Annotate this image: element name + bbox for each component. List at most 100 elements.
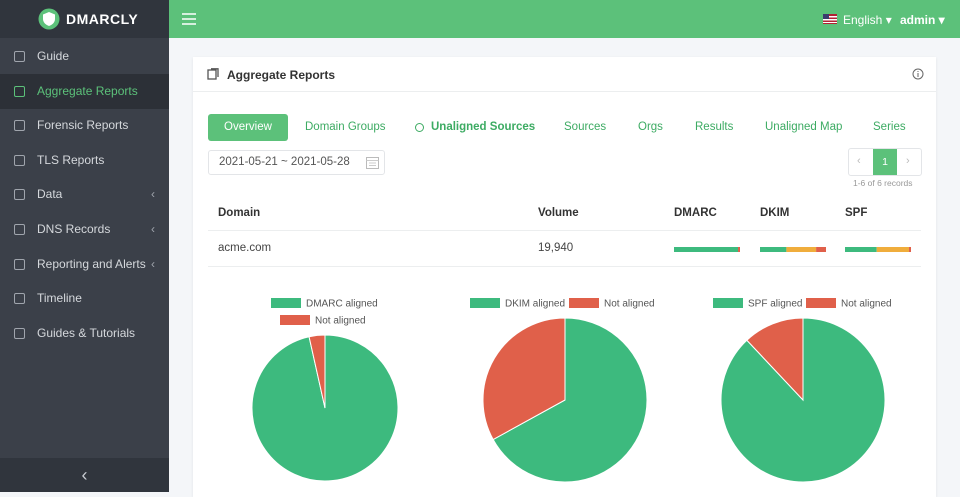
tab[interactable]: Results — [695, 114, 733, 141]
pie-slice — [746, 317, 804, 402]
nav-icon — [14, 258, 25, 270]
collapse-button[interactable]: ‹ — [0, 458, 169, 492]
nav-icon — [14, 85, 25, 97]
domain-cell: acme.com — [218, 242, 272, 254]
nav-item[interactable]: Guide — [0, 39, 169, 74]
tab-label: Results — [695, 121, 734, 133]
divider — [193, 91, 936, 92]
tab[interactable]: Overview — [208, 114, 288, 141]
nav-label: TLS Reports — [37, 152, 105, 167]
legend-swatch — [713, 298, 743, 308]
language-menu[interactable]: English ▾ — [843, 13, 892, 27]
expand-arrow: ‹ — [151, 187, 155, 202]
nav-label: Guides & Tutorials — [37, 325, 136, 340]
card-title: Aggregate Reports — [227, 68, 336, 82]
column-header: DKIM — [760, 207, 790, 219]
tab-label: Series — [873, 121, 906, 133]
card-icon — [207, 68, 219, 80]
legend-swatch — [271, 298, 301, 308]
nav-item[interactable]: Data ‹ — [0, 177, 169, 212]
bar-segment — [845, 247, 877, 252]
legend-label: Not aligned — [604, 299, 655, 310]
legend-swatch — [806, 298, 836, 308]
date-range: 2021-05-21 ~ 2021-05-28 — [219, 156, 350, 168]
tab-label: Unaligned Map — [765, 121, 843, 133]
bar-segment — [786, 247, 817, 252]
row-divider — [208, 230, 921, 231]
tab[interactable]: Unaligned Sources — [415, 114, 535, 141]
bar-segment — [674, 247, 739, 252]
nav-icon — [14, 189, 25, 201]
user-menu[interactable]: admin ▾ — [900, 13, 945, 27]
nav-icon — [14, 51, 25, 62]
tab-label: Orgs — [638, 121, 663, 133]
nav-item[interactable]: DNS Records ‹ — [0, 212, 169, 247]
nav-label: Forensic Reports — [37, 118, 129, 133]
calendar-icon — [366, 157, 379, 169]
bar-segment — [738, 247, 740, 252]
nav-label: Data — [37, 187, 63, 202]
nav-item[interactable]: Aggregate Reports — [0, 73, 169, 109]
expand-arrow: ‹ — [151, 222, 155, 236]
legend-swatch — [470, 298, 500, 308]
info-icon[interactable] — [912, 68, 924, 80]
legend-label: SPF aligned — [748, 299, 802, 310]
nav-label: Timeline — [37, 291, 82, 306]
flag-icon — [823, 14, 837, 24]
pie-slice — [492, 317, 648, 483]
column-header: DMARC — [674, 207, 717, 219]
page-number[interactable]: 1 — [873, 149, 897, 175]
legend-label: Not aligned — [841, 299, 892, 310]
nav-label: Reporting and Alerts — [37, 256, 146, 271]
tab[interactable]: Series — [873, 114, 906, 141]
row-divider — [208, 266, 921, 267]
language: English — [843, 13, 883, 27]
legend-label: DKIM aligned — [505, 299, 565, 310]
column-header: Domain — [218, 207, 261, 219]
nav-icon — [14, 120, 25, 132]
tab-label: Domain Groups — [305, 121, 386, 133]
column-header: SPF — [845, 207, 868, 219]
nav-label: DNS Records — [37, 222, 111, 236]
pie-slice — [720, 317, 886, 483]
legend-label: DMARC aligned — [306, 299, 378, 310]
prev-page[interactable]: ‹ — [857, 155, 861, 167]
bar-segment — [816, 247, 826, 252]
nav-icon — [14, 224, 25, 235]
tab-icon — [415, 123, 424, 132]
pie-slice — [482, 317, 566, 441]
tab[interactable]: Domain Groups — [305, 114, 386, 141]
nav-item[interactable]: Timeline — [0, 281, 169, 316]
nav-item[interactable]: TLS Reports — [0, 143, 169, 178]
nav-item[interactable]: Forensic Reports — [0, 108, 169, 143]
menu-icon[interactable] — [182, 13, 196, 25]
nav-label: Aggregate Reports — [37, 83, 138, 98]
nav-icon — [14, 327, 25, 339]
topbar: English ▾ admin ▾ — [169, 0, 960, 38]
legend-swatch — [280, 315, 310, 325]
volume-cell: 19,940 — [538, 242, 574, 254]
tab[interactable]: Sources — [564, 114, 606, 141]
tab-label: Overview — [224, 121, 272, 133]
brand: DMARCLY — [66, 11, 139, 27]
legend-label: Not aligned — [315, 316, 366, 327]
bar-segment — [876, 247, 910, 252]
tab-label: Sources — [564, 121, 607, 133]
user: admin — [900, 13, 936, 27]
nav-icon — [14, 293, 25, 305]
date-picker[interactable]: 2021-05-21 ~ 2021-05-28 — [208, 150, 385, 175]
tab[interactable]: Unaligned Map — [765, 114, 842, 141]
record-summary: 1-6 of 6 records — [853, 178, 913, 188]
tab-label: Unaligned Sources — [431, 121, 536, 133]
nav-item[interactable]: Reporting and Alerts ‹ — [0, 247, 169, 282]
logo-area: DMARCLY — [0, 0, 169, 38]
column-header: Volume — [538, 207, 579, 219]
sidebar: DMARCLY ‹ Guide Aggregate Reports Forensic… — [0, 0, 169, 492]
next-page[interactable]: › — [906, 155, 910, 167]
tab[interactable]: Orgs — [638, 114, 663, 141]
nav-item[interactable]: Guides & Tutorials — [0, 316, 169, 351]
bar-segment — [760, 247, 787, 252]
pagination: ‹ 1 › — [848, 148, 922, 176]
